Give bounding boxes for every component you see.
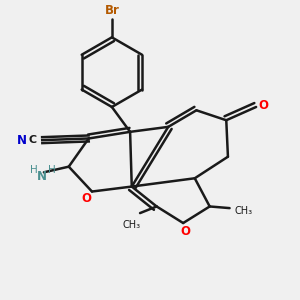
Text: C: C bbox=[28, 135, 36, 145]
Text: O: O bbox=[81, 192, 91, 205]
Text: H: H bbox=[30, 165, 38, 175]
Text: N: N bbox=[17, 134, 27, 147]
Text: Br: Br bbox=[104, 4, 119, 17]
Text: O: O bbox=[258, 100, 268, 112]
Text: CH₃: CH₃ bbox=[235, 206, 253, 216]
Text: H: H bbox=[48, 165, 56, 175]
Text: CH₃: CH₃ bbox=[123, 220, 141, 230]
Text: O: O bbox=[180, 225, 190, 238]
Text: N: N bbox=[37, 170, 47, 183]
